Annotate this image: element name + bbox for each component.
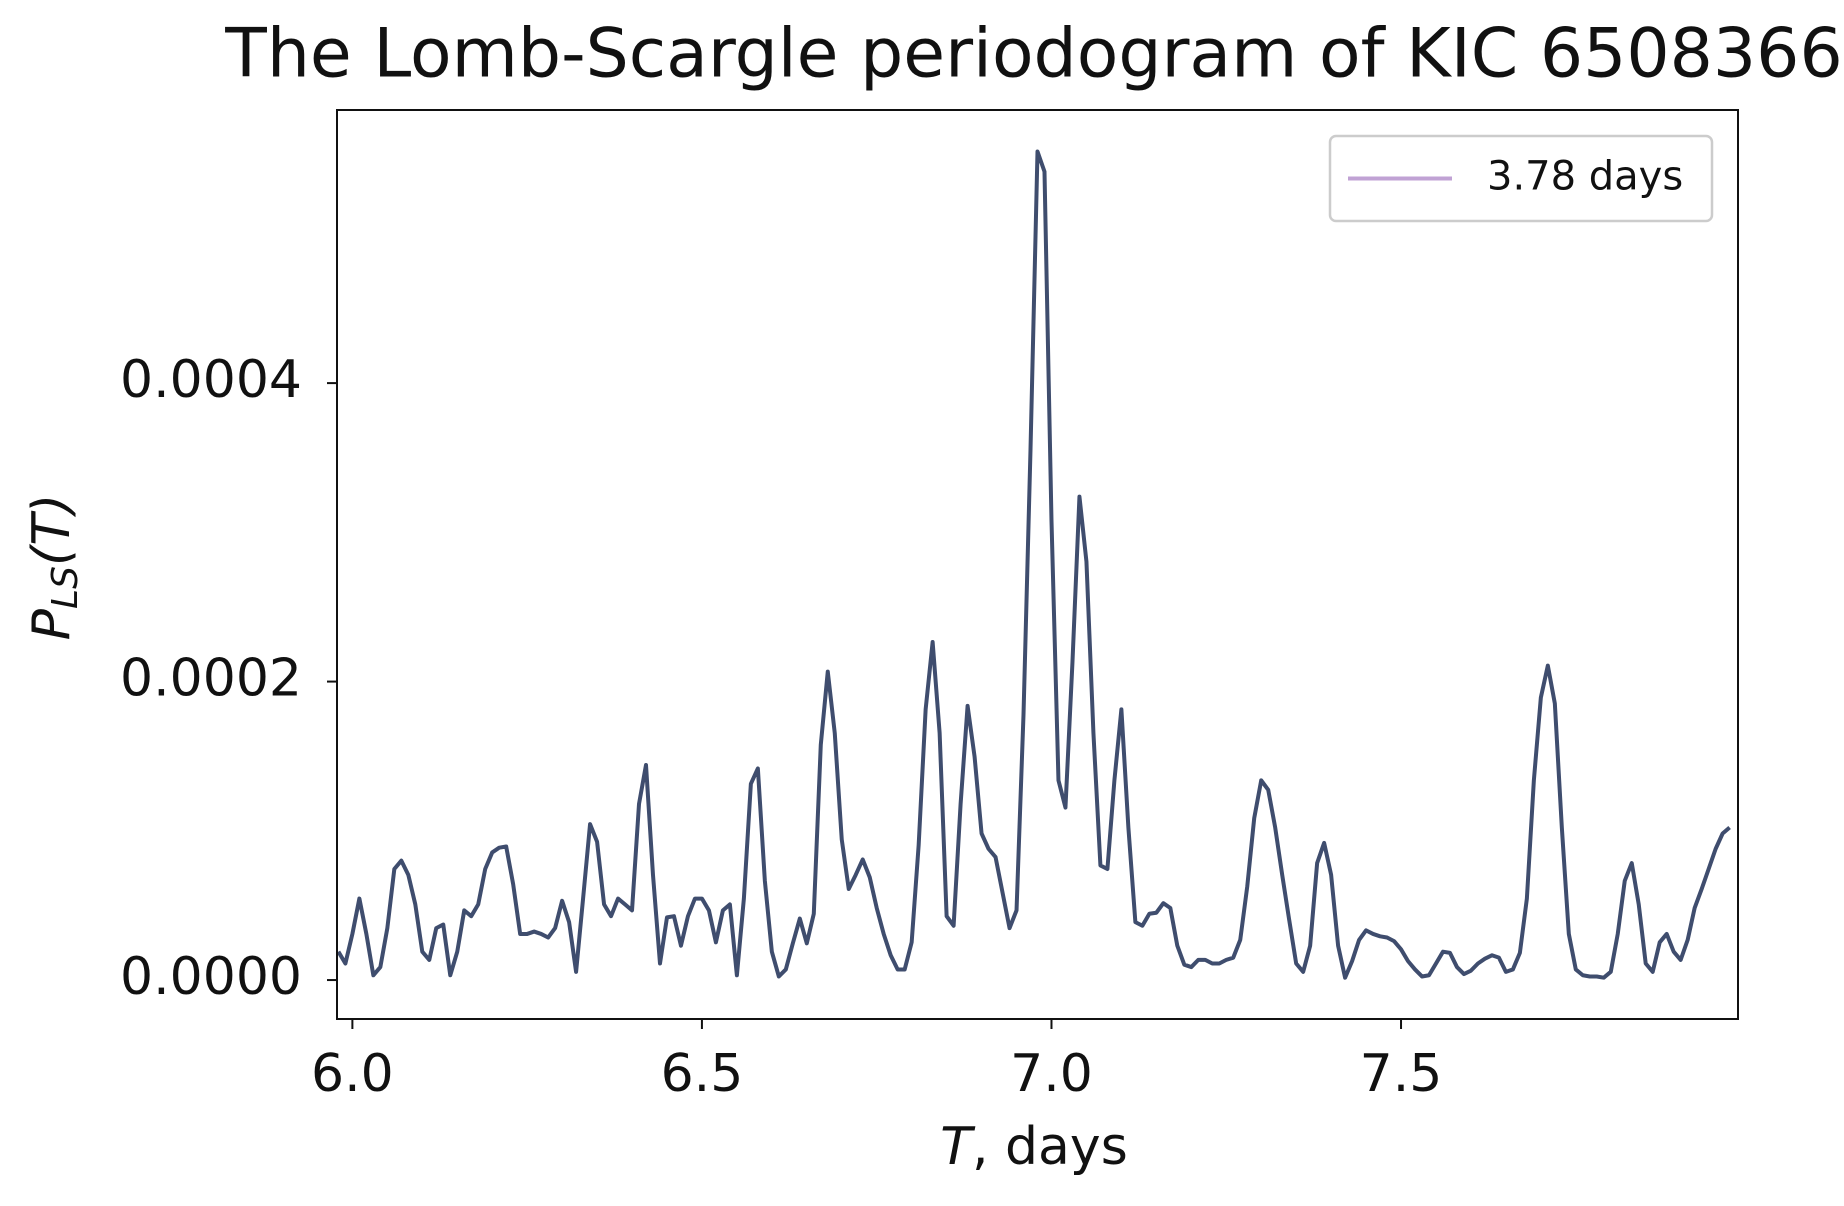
x-label-unit: , days — [972, 1117, 1128, 1177]
x-tick-label: 6.5 — [661, 1044, 744, 1104]
y-label-rest: (T) — [22, 494, 82, 566]
series-line — [337, 149, 1731, 980]
y-axis-label: PLS(T) — [22, 494, 86, 641]
x-tick-label: 7.0 — [1010, 1044, 1093, 1104]
y-tick-label: 0.0000 — [120, 947, 302, 1007]
x-axis-label: T, days — [940, 1117, 1128, 1177]
legend-label: 3.78 days — [1487, 154, 1683, 200]
x-tick-label: 7.5 — [1360, 1044, 1443, 1104]
legend-box — [1328, 134, 1714, 223]
y-label-main: P — [22, 608, 82, 640]
y-label-sub: LS — [45, 566, 86, 609]
x-tick-label: 6.0 — [311, 1044, 394, 1104]
y-tick-label: 0.0002 — [120, 649, 302, 709]
y-tick-label: 0.0004 — [120, 350, 302, 410]
plot-frame — [336, 109, 1739, 1020]
x-label-var: T — [940, 1117, 976, 1177]
chart-title: The Lomb-Scargle periodogram of KIC 6508… — [224, 15, 1842, 94]
